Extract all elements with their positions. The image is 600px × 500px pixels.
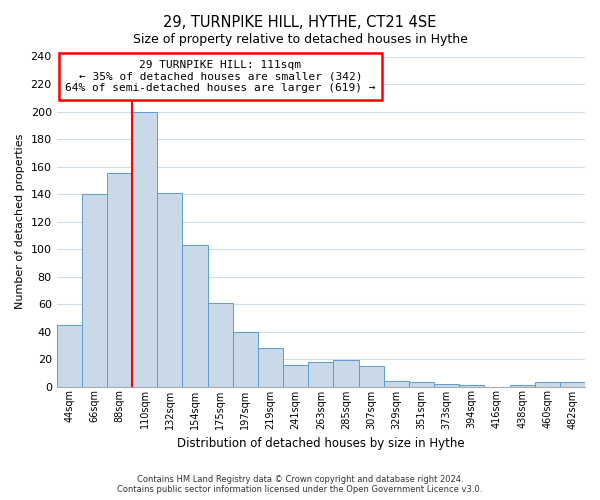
Bar	[308, 362, 334, 386]
Bar	[434, 384, 459, 386]
Bar	[208, 302, 233, 386]
Bar	[157, 192, 182, 386]
Bar	[258, 348, 283, 387]
X-axis label: Distribution of detached houses by size in Hythe: Distribution of detached houses by size …	[177, 437, 464, 450]
Text: 29 TURNPIKE HILL: 111sqm
← 35% of detached houses are smaller (342)
64% of semi-: 29 TURNPIKE HILL: 111sqm ← 35% of detach…	[65, 60, 376, 93]
Bar	[82, 194, 107, 386]
Bar	[56, 324, 82, 386]
Bar	[233, 332, 258, 386]
Y-axis label: Number of detached properties: Number of detached properties	[15, 134, 25, 309]
Bar	[459, 385, 484, 386]
Text: Contains HM Land Registry data © Crown copyright and database right 2024.
Contai: Contains HM Land Registry data © Crown c…	[118, 475, 482, 494]
Bar	[384, 381, 409, 386]
Bar	[334, 360, 359, 386]
Bar	[107, 174, 132, 386]
Bar	[409, 382, 434, 386]
Bar	[132, 112, 157, 386]
Text: 29, TURNPIKE HILL, HYTHE, CT21 4SE: 29, TURNPIKE HILL, HYTHE, CT21 4SE	[163, 15, 437, 30]
Bar	[509, 385, 535, 386]
Bar	[359, 366, 384, 386]
Text: Size of property relative to detached houses in Hythe: Size of property relative to detached ho…	[133, 32, 467, 46]
Bar	[182, 245, 208, 386]
Bar	[535, 382, 560, 386]
Bar	[560, 382, 585, 386]
Bar	[283, 364, 308, 386]
